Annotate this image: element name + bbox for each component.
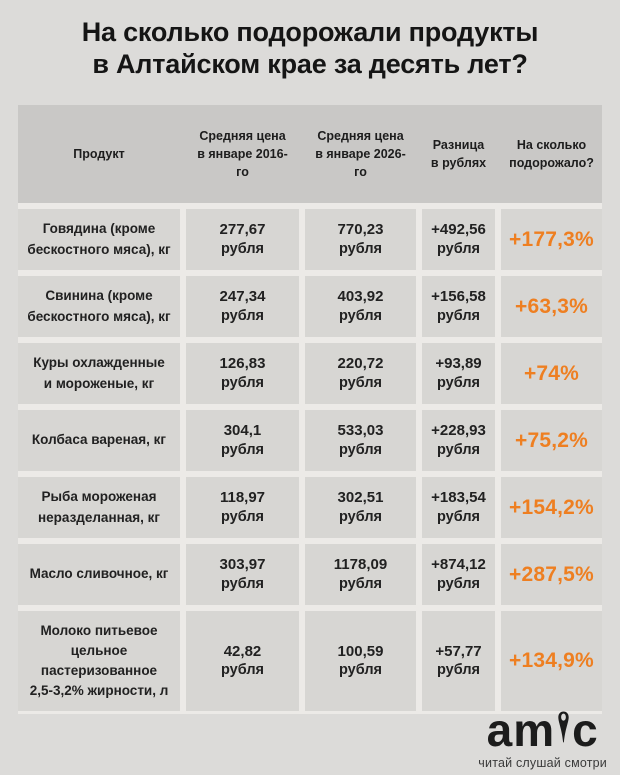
price-difference: +492,56 рубля: [422, 209, 495, 270]
price-2026: 770,23 рубля: [305, 209, 416, 270]
logo-text-am: am: [486, 704, 556, 756]
price-value: 126,83: [219, 355, 266, 373]
price-value: 304,1: [223, 422, 262, 440]
table-row: Колбаса вареная, кг 304,1 рубля 533,03 руб…: [18, 410, 602, 471]
column-header-product: Продукт: [73, 146, 125, 161]
price-unit: рубля: [437, 374, 480, 391]
table-row: Куры охлажденные и мороженые, кг 126,83 р…: [18, 343, 602, 404]
price-table: Продукт Средняя цена в январе 2016-го Ср…: [18, 105, 602, 714]
table-row: Говядина (кроме бескостного мяса), кг 27…: [18, 209, 602, 270]
price-value: 42,82: [223, 642, 262, 660]
price-2026: 403,92 рубля: [305, 276, 416, 337]
price-unit: рубля: [221, 508, 264, 525]
column-header-price-2016: Средняя цена в январе 2016-го: [197, 128, 288, 180]
price-value: 403,92: [337, 288, 384, 306]
percent-increase: +287,5%: [501, 544, 602, 605]
price-2016: 126,83 рубля: [186, 343, 299, 404]
diff-value: +93,89: [435, 355, 482, 373]
percent-increase: +75,2%: [501, 410, 602, 471]
diff-value: +492,56: [431, 221, 486, 239]
product-name: Масло сливочное, кг: [18, 544, 180, 605]
price-unit: рубля: [221, 240, 264, 257]
price-unit: рубля: [437, 508, 480, 525]
price-2016: 277,67 рубля: [186, 209, 299, 270]
price-2026: 220,72 рубля: [305, 343, 416, 404]
price-unit: рубля: [339, 508, 382, 525]
price-2026: 302,51 рубля: [305, 477, 416, 538]
price-unit: рубля: [339, 575, 382, 592]
price-difference: +228,93 рубля: [422, 410, 495, 471]
price-unit: рубля: [221, 662, 264, 679]
column-header-difference: Разница в рублях: [430, 137, 487, 170]
price-unit: рубля: [437, 662, 480, 679]
diff-value: +228,93: [431, 422, 486, 440]
needle-icon: [558, 711, 569, 743]
diff-value: +183,54: [431, 489, 486, 507]
product-name: Куры охлажденные и мороженые, кг: [18, 343, 180, 404]
percent-increase: +177,3%: [501, 209, 602, 270]
percent-increase: +74%: [501, 343, 602, 404]
product-name: Рыба мороженая неразделанная, кг: [18, 477, 180, 538]
price-unit: рубля: [339, 307, 382, 324]
price-value: 1178,09: [333, 556, 388, 574]
logo-tagline: читай слушай смотри: [478, 756, 607, 770]
price-difference: +874,12 рубля: [422, 544, 495, 605]
price-2016: 304,1 рубля: [186, 410, 299, 471]
product-name: Свинина (кроме бескостного мяса), кг: [18, 276, 180, 337]
price-difference: +57,77 рубля: [422, 611, 495, 711]
price-difference: +93,89 рубля: [422, 343, 495, 404]
price-value: 247,34: [219, 288, 266, 306]
price-2016: 303,97 рубля: [186, 544, 299, 605]
column-header-price-2026: Средняя цена в январе 2026-го: [315, 128, 406, 180]
price-difference: +156,58 рубля: [422, 276, 495, 337]
price-unit: рубля: [221, 307, 264, 324]
price-unit: рубля: [437, 575, 480, 592]
diff-value: +156,58: [431, 288, 486, 306]
price-unit: рубля: [339, 240, 382, 257]
diff-value: +874,12: [431, 556, 486, 574]
price-2026: 100,59 рубля: [305, 611, 416, 711]
price-unit: рубля: [221, 575, 264, 592]
price-unit: рубля: [221, 374, 264, 391]
price-value: 277,67: [219, 221, 266, 239]
diff-value: +57,77: [435, 642, 482, 660]
price-unit: рубля: [221, 441, 264, 458]
price-unit: рубля: [437, 240, 480, 257]
product-name: Молоко питьевое цельное пастеризованное …: [18, 611, 180, 711]
table-row: Масло сливочное, кг 303,97 рубля 1178,09 р…: [18, 544, 602, 605]
amic-logo: am c читай слушай смотри: [478, 707, 607, 770]
price-2016: 42,82 рубля: [186, 611, 299, 711]
price-value: 220,72: [337, 355, 384, 373]
table-row: Молоко питьевое цельное пастеризованное …: [18, 611, 602, 711]
price-value: 302,51: [337, 489, 384, 507]
product-name: Колбаса вареная, кг: [18, 410, 180, 471]
logo-text-c: c: [572, 704, 599, 756]
price-2026: 533,03 рубля: [305, 410, 416, 471]
price-2016: 118,97 рубля: [186, 477, 299, 538]
price-unit: рубля: [339, 441, 382, 458]
price-2026: 1178,09 рубля: [305, 544, 416, 605]
price-value: 100,59: [337, 642, 384, 660]
column-header-percent: На сколько подорожало?: [509, 137, 594, 170]
price-2016: 247,34 рубля: [186, 276, 299, 337]
price-unit: рубля: [437, 441, 480, 458]
percent-increase: +134,9%: [501, 611, 602, 711]
table-header-row: Продукт Средняя цена в январе 2016-го Ср…: [18, 105, 602, 203]
price-unit: рубля: [339, 374, 382, 391]
page-title: На сколько подорожали продукты в Алтайск…: [81, 17, 539, 80]
price-unit: рубля: [437, 307, 480, 324]
table-row: Свинина (кроме бескостного мяса), кг 247…: [18, 276, 602, 337]
table-row: Рыба мороженая неразделанная, кг 118,97 р…: [18, 477, 602, 538]
price-unit: рубля: [339, 662, 382, 679]
price-value: 303,97: [219, 556, 266, 574]
percent-increase: +63,3%: [501, 276, 602, 337]
percent-increase: +154,2%: [501, 477, 602, 538]
price-value: 533,03: [337, 422, 384, 440]
amic-logo-word: am c: [487, 707, 599, 753]
product-name: Говядина (кроме бескостного мяса), кг: [18, 209, 180, 270]
price-value: 770,23: [337, 221, 384, 239]
price-difference: +183,54 рубля: [422, 477, 495, 538]
price-value: 118,97: [219, 489, 266, 507]
